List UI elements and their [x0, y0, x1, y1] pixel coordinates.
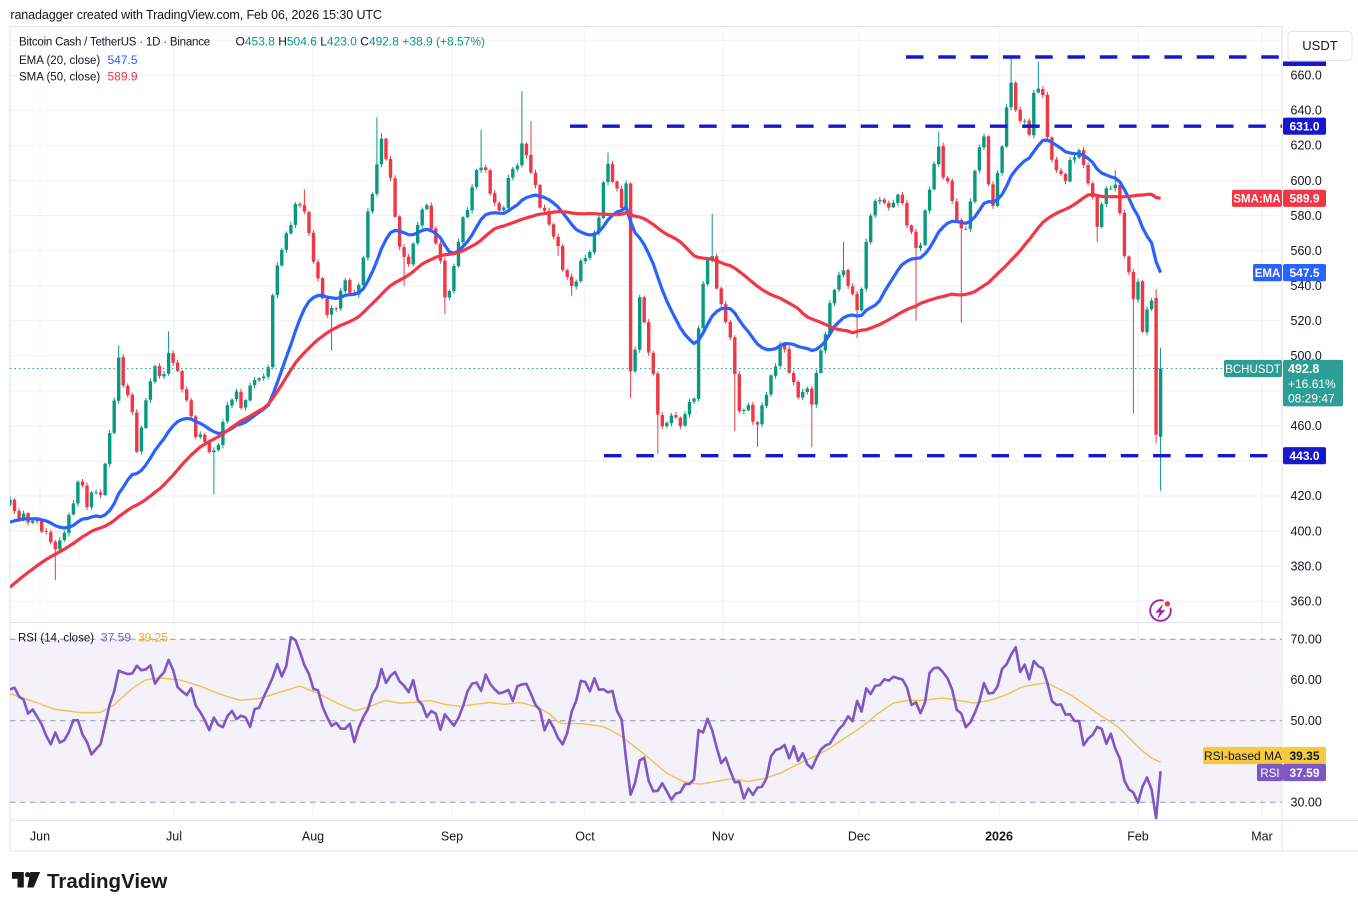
svg-text:RSI (14, close): RSI (14, close): [18, 633, 94, 645]
svg-text:37.59: 37.59: [101, 631, 131, 645]
svg-text:443.0: 443.0: [1289, 449, 1319, 463]
svg-text:540.0: 540.0: [1291, 279, 1322, 293]
svg-text:Dec: Dec: [848, 830, 870, 844]
svg-text:460.0: 460.0: [1291, 419, 1322, 433]
svg-text:620.0: 620.0: [1291, 139, 1322, 153]
svg-text:Jul: Jul: [166, 830, 182, 844]
svg-text:USDT: USDT: [1302, 38, 1337, 53]
svg-text:589.9: 589.9: [1289, 192, 1319, 206]
svg-text:580.0: 580.0: [1291, 209, 1322, 223]
svg-text:Mar: Mar: [1251, 830, 1273, 844]
svg-text:Feb: Feb: [1127, 830, 1149, 844]
svg-text:660.0: 660.0: [1291, 69, 1322, 83]
svg-text:Sep: Sep: [441, 830, 463, 844]
svg-text:60.00: 60.00: [1291, 673, 1322, 687]
svg-text:492.8: 492.8: [1288, 362, 1319, 376]
svg-text:547.5: 547.5: [108, 53, 138, 67]
svg-text:2026: 2026: [985, 830, 1013, 844]
svg-text:SMA (50, close): SMA (50, close): [19, 72, 100, 84]
svg-text:SMA:MA: SMA:MA: [1233, 194, 1280, 206]
svg-text:Oct: Oct: [575, 830, 595, 844]
svg-text:360.0: 360.0: [1291, 594, 1322, 608]
svg-text:37.59: 37.59: [1289, 766, 1319, 780]
svg-text:Jun: Jun: [30, 830, 50, 844]
svg-text:EMA (20, close): EMA (20, close): [19, 55, 100, 67]
svg-text:500.0: 500.0: [1291, 349, 1322, 363]
svg-text:TradingView: TradingView: [47, 870, 167, 893]
svg-text:600.0: 600.0: [1291, 174, 1322, 188]
svg-text:30.00: 30.00: [1291, 796, 1322, 810]
svg-text:Aug: Aug: [302, 830, 324, 844]
svg-text:560.0: 560.0: [1291, 244, 1322, 258]
svg-text:RSI-based MA: RSI-based MA: [1204, 749, 1282, 763]
svg-text:EMA: EMA: [1255, 268, 1281, 280]
svg-text:BCHUSDT: BCHUSDT: [1225, 364, 1281, 376]
svg-text:631.0: 631.0: [1289, 120, 1319, 134]
svg-text:520.0: 520.0: [1291, 314, 1322, 328]
svg-text:547.5: 547.5: [1289, 266, 1319, 280]
svg-text:39.25: 39.25: [138, 631, 168, 645]
svg-text:O453.8 H504.6 L423.0 C492.8 +3: O453.8 H504.6 L423.0 C492.8 +38.9 (+8.57…: [236, 35, 486, 49]
svg-text:70.00: 70.00: [1291, 632, 1322, 646]
svg-text:08:29:47: 08:29:47: [1288, 392, 1335, 406]
svg-text:39.35: 39.35: [1289, 749, 1319, 763]
svg-text:400.0: 400.0: [1291, 524, 1322, 538]
svg-text:+16.61%: +16.61%: [1288, 377, 1336, 391]
svg-text:640.0: 640.0: [1291, 104, 1322, 118]
svg-text:Bitcoin Cash / TetherUS · 1D ·: Bitcoin Cash / TetherUS · 1D · Binance: [19, 37, 210, 49]
svg-text:Nov: Nov: [712, 830, 735, 844]
svg-text:380.0: 380.0: [1291, 559, 1322, 573]
svg-text:589.9: 589.9: [108, 70, 138, 84]
svg-text:RSI: RSI: [1260, 768, 1279, 780]
svg-text:50.00: 50.00: [1291, 714, 1322, 728]
svg-text:ranadagger created with Tradin: ranadagger created with TradingView.com,…: [10, 8, 382, 22]
svg-text:420.0: 420.0: [1291, 489, 1322, 503]
